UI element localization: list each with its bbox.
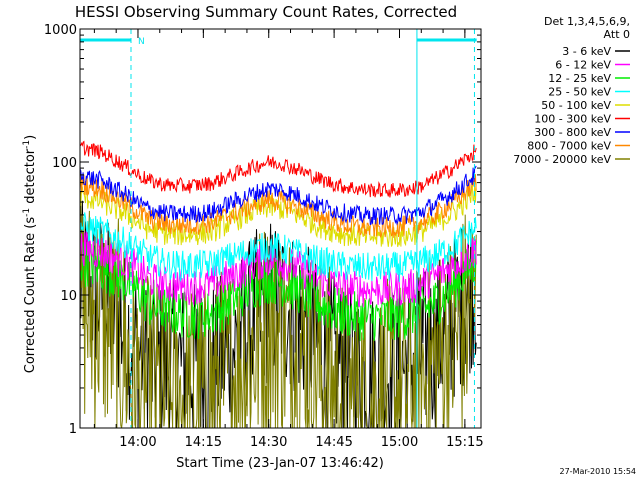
series-line-8 — [79, 165, 477, 226]
legend-entry-label: 7000 - 20000 keV — [513, 153, 611, 166]
legend-entry-label: 25 - 50 keV — [548, 86, 611, 99]
y-tick-label: 1 — [69, 422, 77, 437]
x-tick-label: 15:15 — [446, 435, 483, 450]
legend-header-attenuator: Att 0 — [604, 28, 630, 41]
y-tick-label: 1000 — [44, 23, 77, 38]
y-axis-label: Corrected Count Rate (s-1 detector-1) — [22, 135, 38, 373]
legend-entry: 25 - 50 keV — [548, 86, 630, 99]
series-line-4 — [79, 230, 477, 308]
legend-entry: 800 - 7000 keV — [527, 140, 630, 153]
legend-entry-label: 100 - 300 keV — [534, 113, 611, 126]
legend-entry-label: 3 - 6 keV — [562, 45, 611, 58]
date-stamp: 27-Mar-2010 15:54 — [560, 467, 637, 476]
legend-entry-label: 6 - 12 keV — [555, 59, 611, 72]
legend-entry: 3 - 6 keV — [562, 45, 630, 58]
y-tick-label: 100 — [52, 156, 77, 171]
legend-entry: 6 - 12 keV — [555, 59, 630, 72]
legend-header-detectors: Det 1,3,4,5,6,9, — [544, 15, 630, 28]
series-line-5 — [79, 212, 477, 283]
legend-entry-label: 50 - 100 keV — [541, 99, 611, 112]
axes: 1 10 100 1000 14:00 14:15 14:30 14:45 15:00 15:15 — [44, 23, 484, 450]
series-line-2 — [79, 191, 477, 430]
x-axis-label: Start Time (23-Jan-07 13:46:42) — [176, 456, 384, 471]
series-line-9 — [79, 140, 477, 198]
night-label: N — [138, 37, 145, 47]
night-markers: N — [80, 29, 477, 428]
x-tick-label: 15:00 — [381, 435, 418, 450]
legend-entry-label: 300 - 800 keV — [534, 126, 611, 139]
legend-entry: 300 - 800 keV — [534, 126, 630, 139]
series-layer — [79, 140, 477, 430]
chart-title: HESSI Observing Summary Count Rates, Cor… — [75, 3, 457, 21]
legend-entry-label: 800 - 7000 keV — [527, 140, 611, 153]
legend-entry: 100 - 300 keV — [534, 113, 630, 126]
x-tick-label: 14:30 — [250, 435, 287, 450]
series-line-3 — [79, 240, 477, 342]
legend-entry: 50 - 100 keV — [541, 99, 630, 112]
x-tick-label: 14:15 — [185, 435, 222, 450]
plot-frame — [79, 28, 482, 429]
y-tick-label: 10 — [60, 289, 77, 304]
series-line-7 — [79, 173, 477, 238]
legend-entry-label: 12 - 25 keV — [548, 72, 611, 85]
legend-entry: 12 - 25 keV — [548, 72, 630, 85]
x-tick-label: 14:45 — [315, 435, 352, 450]
x-tick-label: 14:00 — [119, 435, 156, 450]
legend-entry: 7000 - 20000 keV — [513, 153, 630, 166]
